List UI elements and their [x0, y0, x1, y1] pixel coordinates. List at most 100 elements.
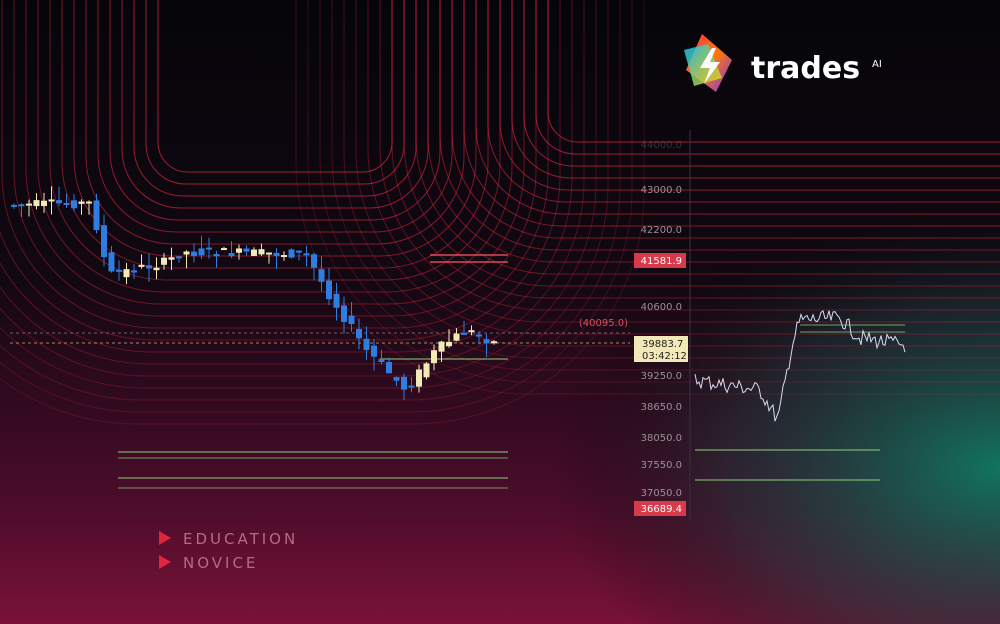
candle [138, 264, 145, 267]
contour [121, 0, 429, 209]
candle [401, 376, 407, 390]
candle [228, 253, 235, 257]
candle [311, 254, 317, 268]
candle [71, 200, 77, 209]
contour [145, 0, 405, 185]
candle [33, 200, 40, 207]
candle [431, 350, 437, 364]
contour [0, 0, 585, 365]
candle [161, 257, 167, 265]
candle [63, 202, 70, 205]
candle [333, 293, 340, 308]
candle [386, 362, 392, 374]
contour [523, 0, 1000, 167]
candle [78, 201, 85, 204]
mini-line-chart [694, 310, 906, 422]
logo: trades AI [684, 34, 882, 92]
contour [391, 0, 1000, 299]
candle [491, 341, 497, 344]
contour [343, 0, 1000, 347]
candle [11, 204, 17, 207]
candle [318, 269, 325, 282]
contour [403, 0, 1000, 287]
reference-label: (40095.0) [579, 318, 628, 329]
candle [191, 251, 197, 256]
contour [379, 0, 1000, 311]
candle [281, 255, 287, 258]
candle [378, 359, 385, 363]
candle [101, 225, 107, 258]
contour [319, 0, 1000, 371]
brand-badge: AI [872, 59, 882, 70]
faint-tick: 44000.0 [641, 140, 682, 151]
current-price: 39883.7 [642, 339, 683, 350]
candle [251, 249, 257, 256]
contour [415, 0, 1000, 275]
candle [206, 247, 212, 250]
candle [176, 256, 182, 259]
contour [331, 0, 1000, 359]
candle [236, 248, 242, 253]
candle [56, 200, 62, 204]
contour [133, 0, 417, 197]
candle [326, 280, 332, 300]
price-tick: 40600.0 [641, 302, 682, 313]
candle [273, 252, 280, 256]
tag: EDUCATION [183, 530, 298, 548]
candle [468, 330, 475, 333]
candle [153, 267, 160, 271]
candle [303, 253, 310, 256]
contour [0, 0, 561, 341]
candle [453, 333, 460, 341]
price-tick: 37550.0 [641, 460, 682, 471]
candle [116, 269, 122, 272]
candle [423, 363, 430, 378]
candle [41, 200, 47, 207]
contour [499, 0, 1000, 191]
candle [86, 201, 92, 204]
candle [93, 200, 100, 231]
candle [123, 269, 130, 278]
contour [0, 0, 597, 377]
contour [439, 0, 1000, 251]
contour [157, 0, 393, 173]
candle [198, 248, 205, 256]
price-box [634, 336, 688, 362]
candle [18, 204, 25, 207]
candle [108, 252, 115, 272]
contour [451, 0, 1000, 239]
candle [476, 334, 482, 337]
candle [213, 254, 220, 257]
candle [461, 332, 467, 335]
candle [438, 341, 445, 352]
contour [487, 0, 1000, 203]
candle [363, 338, 370, 350]
contour [0, 0, 609, 389]
contour [0, 0, 633, 413]
price-axis: 44000.0 41581.9 (40095.0) 39883.7 03:42:… [579, 140, 688, 516]
candle [296, 250, 302, 253]
candle [446, 341, 452, 347]
candle [288, 249, 295, 258]
price-tick: 42200.0 [641, 225, 682, 236]
price-tick: 38650.0 [641, 402, 682, 413]
contour [307, 0, 1000, 383]
brand-name: trades [751, 51, 860, 86]
candle [146, 265, 152, 269]
contour [463, 0, 1000, 227]
price-tick: 38050.0 [641, 433, 682, 444]
contour [0, 0, 621, 401]
contour [367, 0, 1000, 323]
candle [26, 203, 32, 206]
candlestick-chart [11, 186, 497, 400]
contour [535, 0, 1000, 155]
candle [348, 315, 355, 325]
candle [408, 385, 415, 388]
level-lines [10, 130, 905, 520]
contour [511, 0, 1000, 179]
price-tick: 39250.0 [641, 371, 682, 382]
candle [393, 377, 400, 381]
candle [483, 339, 490, 344]
price-tick: 43000.0 [641, 185, 682, 196]
